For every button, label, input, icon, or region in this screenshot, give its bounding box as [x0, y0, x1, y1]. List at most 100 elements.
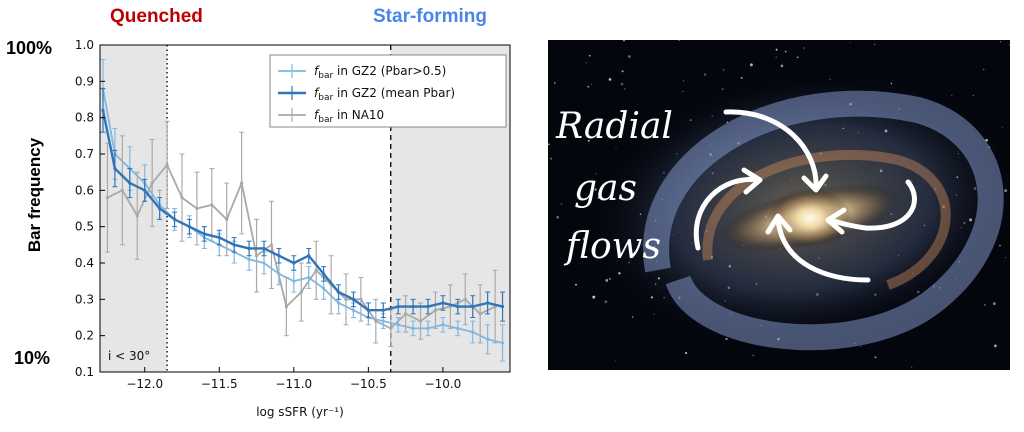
data-point — [135, 214, 139, 218]
star — [784, 50, 787, 53]
star — [684, 352, 688, 355]
flow-arrowhead-left — [741, 167, 763, 195]
data-point — [254, 254, 259, 258]
data-point — [195, 206, 199, 211]
star — [575, 283, 577, 286]
data-point — [441, 301, 445, 305]
data-point — [322, 286, 326, 291]
star — [682, 80, 684, 82]
legend-label: fbar in GZ2 (Pbar>0.5) — [314, 64, 446, 81]
star — [556, 215, 560, 219]
plot-frame — [99, 44, 511, 373]
gas-flow-arrows — [693, 109, 917, 283]
data-point — [336, 290, 341, 294]
star — [624, 88, 626, 90]
star — [874, 43, 876, 46]
data-point — [165, 163, 169, 167]
data-point — [404, 312, 408, 316]
star — [874, 356, 877, 359]
star — [592, 295, 596, 299]
galaxy-core — [768, 188, 852, 248]
star — [911, 366, 913, 368]
data-point — [486, 301, 490, 305]
data-point — [411, 305, 415, 309]
data-point — [180, 196, 184, 200]
bar-frequency-chart: 0.1 0.2 0.3 0.4 0.5 0.6 0.7 0.8 0.9 1.0 −12.0 −11.5… — [75, 38, 511, 419]
data-point — [426, 326, 430, 330]
data-point — [262, 246, 266, 251]
star — [621, 70, 624, 73]
star — [984, 304, 986, 306]
star — [560, 203, 563, 205]
star — [588, 54, 591, 57]
series-line — [101, 110, 503, 312]
data-point — [366, 308, 370, 312]
star — [722, 68, 725, 71]
y-tick-label: 0.2 — [75, 329, 94, 343]
x-tick-label: −10.0 — [425, 377, 462, 391]
star — [703, 73, 707, 76]
star — [573, 123, 576, 126]
barred-galaxy-image: Radial gas flows — [548, 40, 1010, 370]
data-point — [202, 232, 206, 236]
data-point — [307, 275, 311, 280]
spiral-arm-outer — [643, 90, 1004, 351]
annotation-line-1: Radial — [555, 106, 673, 147]
star — [587, 139, 590, 142]
star — [554, 82, 556, 84]
annotation-line-3: flows — [563, 226, 661, 267]
star — [780, 64, 784, 68]
star — [803, 47, 805, 49]
data-point — [463, 297, 467, 301]
star — [849, 42, 851, 43]
flow-arrowhead-bottom — [765, 213, 793, 235]
data-point — [344, 297, 348, 301]
data-point — [292, 279, 296, 283]
star — [999, 41, 1001, 43]
y-tick-label: 0.9 — [75, 74, 94, 88]
data-point — [486, 337, 490, 341]
star — [550, 157, 553, 160]
data-point — [120, 188, 124, 192]
star — [548, 143, 550, 145]
data-point — [351, 308, 356, 312]
data-point — [210, 203, 214, 207]
data-point — [172, 217, 177, 221]
data-point — [277, 254, 281, 258]
flow-arrow-right — [827, 179, 917, 231]
star — [860, 346, 862, 348]
star — [1005, 256, 1007, 258]
data-point — [240, 181, 244, 185]
star — [631, 316, 634, 318]
star — [992, 302, 996, 306]
star — [682, 90, 684, 93]
inclination-note: i < 30° — [108, 349, 150, 363]
data-point — [500, 305, 505, 309]
data-point — [314, 268, 318, 272]
star — [972, 94, 974, 96]
data-point — [113, 166, 117, 171]
legend-box — [269, 54, 507, 128]
star — [604, 300, 608, 304]
pct-high-label: 100% — [6, 38, 53, 58]
star — [1002, 126, 1003, 128]
y-tick-label: 0.6 — [75, 183, 94, 197]
star — [594, 188, 597, 191]
data-point — [456, 326, 460, 330]
star — [608, 78, 612, 81]
data-point — [456, 305, 460, 309]
data-point — [292, 261, 296, 265]
data-point — [150, 181, 154, 185]
star — [587, 85, 590, 88]
flow-arrow-left — [693, 176, 761, 251]
data-point — [396, 305, 400, 309]
data-point — [247, 246, 251, 251]
star — [678, 40, 680, 41]
spiral-arm-dust — [702, 149, 951, 290]
data-point — [322, 272, 326, 276]
star — [994, 344, 997, 348]
flow-arrow-bottom — [775, 217, 871, 283]
y-tick-label: 0.1 — [75, 365, 94, 379]
data-point — [247, 257, 251, 261]
data-point — [396, 323, 400, 327]
